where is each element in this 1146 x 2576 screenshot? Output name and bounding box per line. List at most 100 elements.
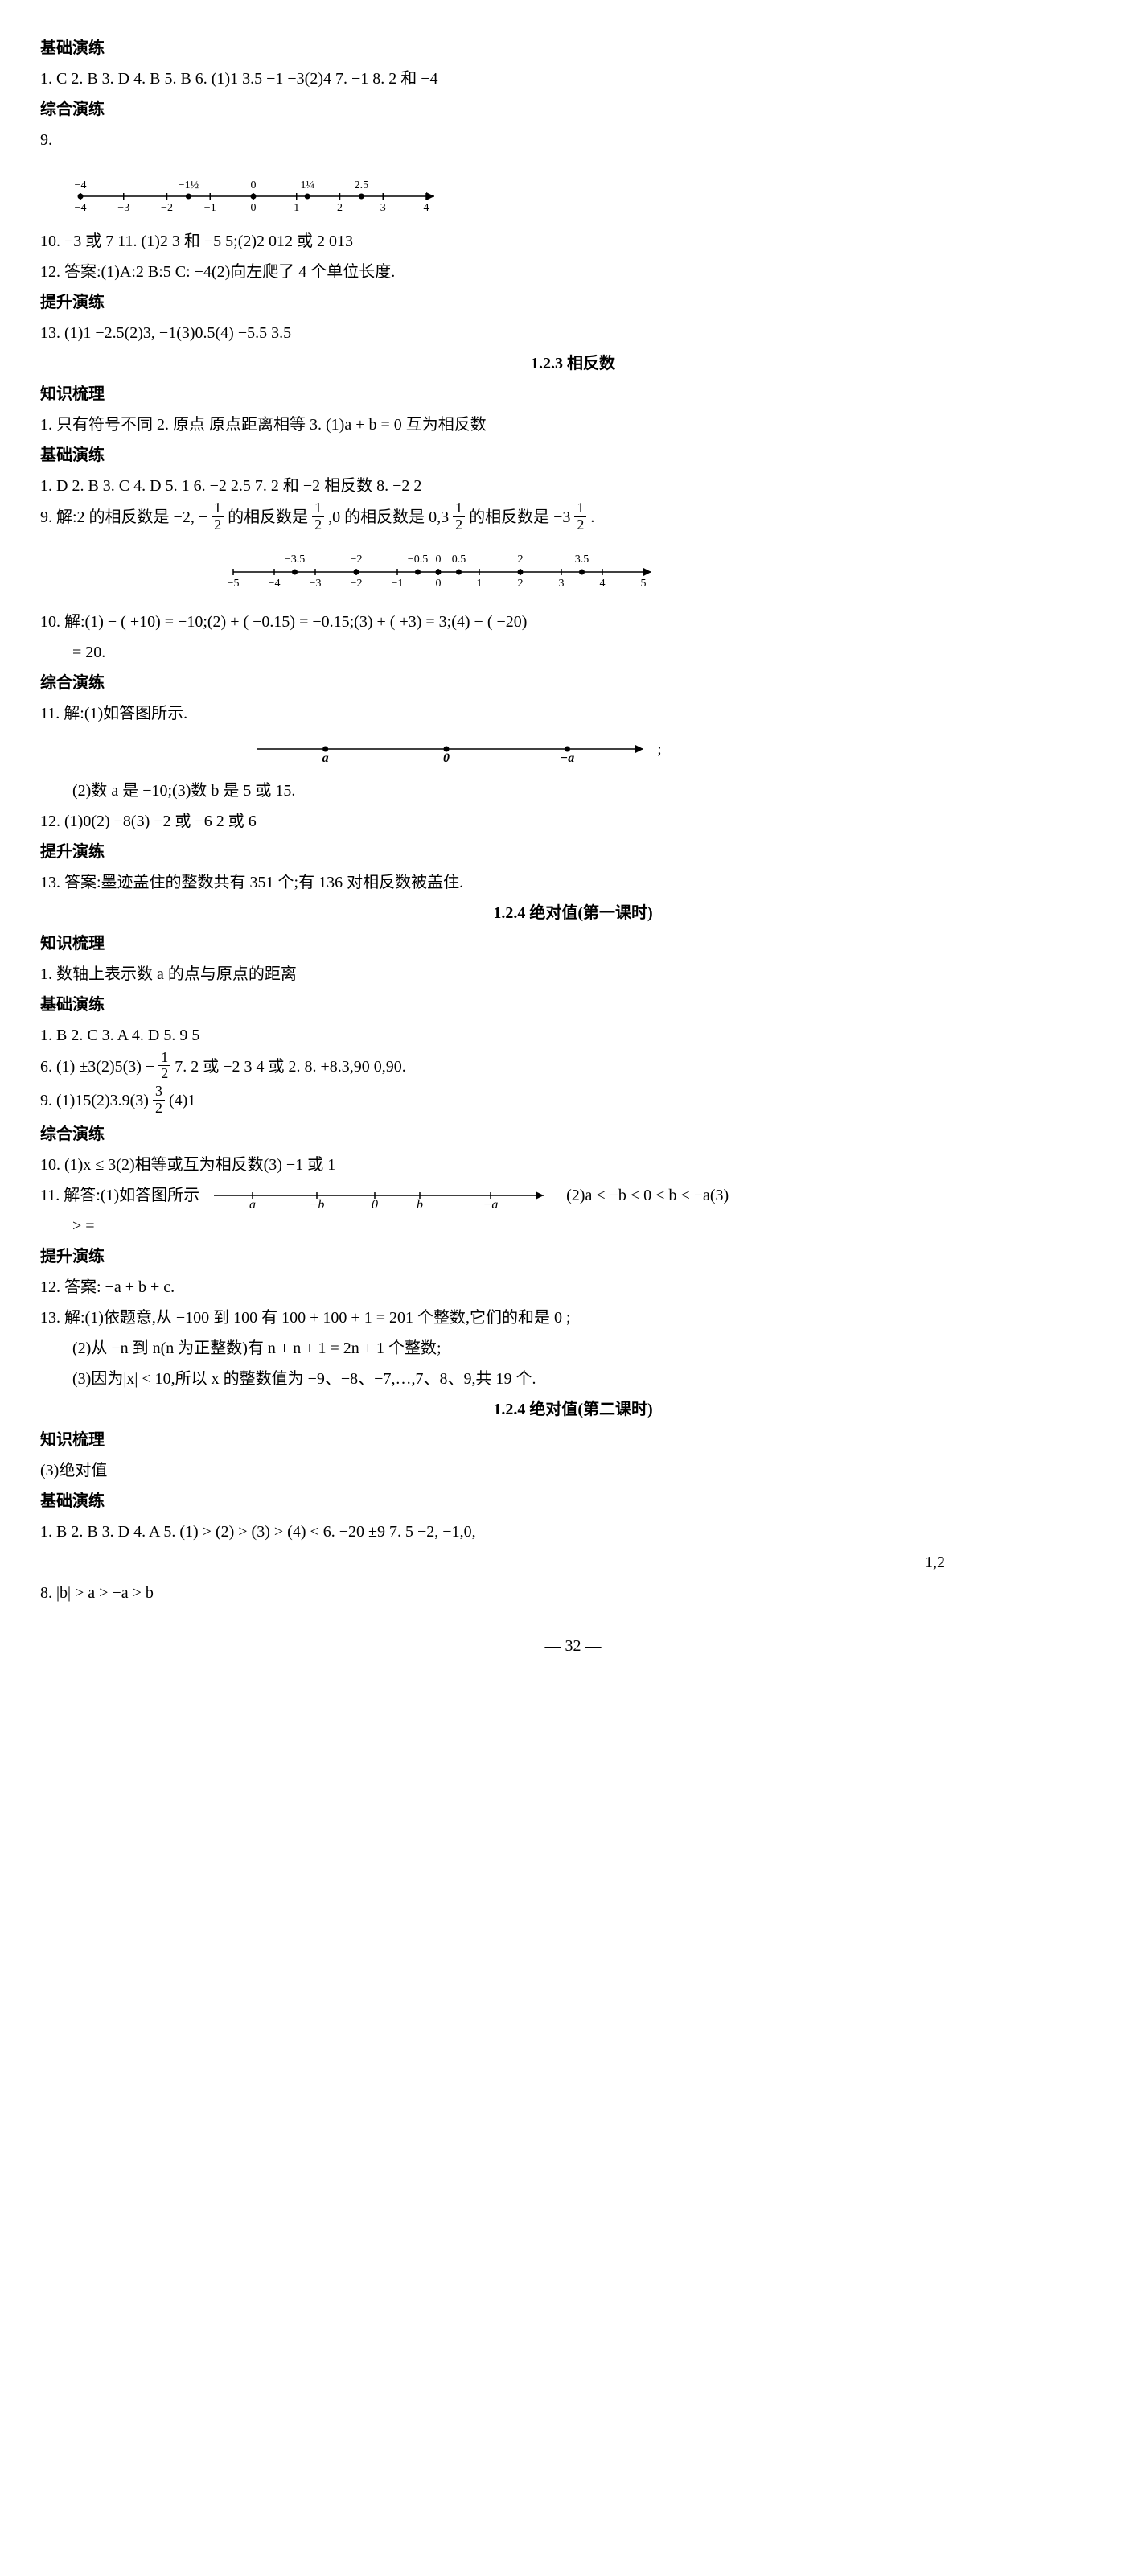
svg-text:;: ; bbox=[657, 741, 661, 757]
svg-text:1: 1 bbox=[294, 202, 299, 214]
s1-line13: 13. (1)1 −2.5(2)3, −1(3)0.5(4) −5.5 3.5 bbox=[40, 319, 1106, 348]
svg-text:3.5: 3.5 bbox=[575, 553, 589, 566]
s4-zs-line3: (3)绝对值 bbox=[40, 1456, 1106, 1485]
s4-line1b: 1,2 bbox=[40, 1548, 1106, 1577]
heading-basic-4: 基础演练 bbox=[40, 1487, 1106, 1516]
svg-text:−4: −4 bbox=[75, 202, 87, 214]
number-line-2: −5−4−3−2−1012345−3.5−2−0.500.523.5 bbox=[217, 538, 1106, 604]
s3-9-a: 9. (1)15(2)3.9(3) bbox=[40, 1092, 149, 1109]
s3-line12: 12. 答案: −a + b + c. bbox=[40, 1273, 1106, 1302]
s2-line13: 13. 答案:墨迹盖住的整数共有 351 个;有 136 对相反数被盖住. bbox=[40, 868, 1106, 897]
s3-line1: 1. B 2. C 3. A 4. D 5. 9 5 bbox=[40, 1021, 1106, 1050]
s2-q9: 9. 解:2 的相反数是 −2, − 12 的相反数是 12 ,0 的相反数是 … bbox=[40, 502, 1106, 535]
s2-line11: 11. 解:(1)如答图所示. bbox=[40, 699, 1106, 728]
svg-text:2.5: 2.5 bbox=[355, 179, 369, 191]
s3-line13c: (3)因为|x| < 10,所以 x 的整数值为 −9、−8、−7,…,7、8、… bbox=[40, 1364, 1106, 1393]
s3-11-a: 11. 解答:(1)如答图所示 bbox=[40, 1181, 199, 1210]
s2-zs-line1: 1. 只有符号不同 2. 原点 原点距离相等 3. (1)a + b = 0 互… bbox=[40, 410, 1106, 439]
s3-11-b: (2)a < −b < 0 < b < −a(3) bbox=[566, 1181, 729, 1210]
svg-text:−b: −b bbox=[310, 1198, 325, 1210]
svg-text:−3.5: −3.5 bbox=[285, 553, 305, 566]
s1-line10: 10. −3 或 7 11. (1)2 3 和 −5 5;(2)2 012 或 … bbox=[40, 227, 1106, 256]
svg-text:−3: −3 bbox=[117, 202, 129, 214]
s3-q9: 9. (1)15(2)3.9(3) 32 (4)1 bbox=[40, 1085, 1106, 1118]
s1-line12: 12. 答案:(1)A:2 B:5 C: −4(2)向左爬了 4 个单位长度. bbox=[40, 257, 1106, 286]
heading-advance-2: 提升演练 bbox=[40, 837, 1106, 866]
s1-q9: 9. bbox=[40, 126, 1106, 154]
svg-text:2: 2 bbox=[518, 553, 524, 566]
s1-line1: 1. C 2. B 3. D 4. B 5. B 6. (1)1 3.5 −1 … bbox=[40, 64, 1106, 93]
s2-line10b: = 20. bbox=[40, 638, 1106, 667]
heading-comprehensive-1: 综合演练 bbox=[40, 95, 1106, 124]
svg-text:−2: −2 bbox=[351, 553, 363, 566]
svg-text:0: 0 bbox=[251, 179, 257, 191]
svg-text:−1: −1 bbox=[204, 202, 216, 214]
s3-6-a: 6. (1) ±3(2)5(3) − bbox=[40, 1057, 154, 1075]
svg-text:0: 0 bbox=[436, 578, 442, 590]
svg-text:−a: −a bbox=[483, 1198, 499, 1210]
s2-9-d: 的相反数是 −3 bbox=[469, 508, 574, 526]
heading-comprehensive-2: 综合演练 bbox=[40, 669, 1106, 697]
heading-basic-3: 基础演练 bbox=[40, 990, 1106, 1019]
frac-1-2-b: 12 bbox=[312, 500, 324, 533]
s2-line12: 12. (1)0(2) −8(3) −2 或 −6 2 或 6 bbox=[40, 807, 1106, 836]
svg-text:−1½: −1½ bbox=[179, 179, 199, 191]
svg-text:−3: −3 bbox=[310, 578, 322, 590]
heading-basic-2: 基础演练 bbox=[40, 441, 1106, 470]
s3-6-b: 7. 2 或 −2 3 4 或 2. 8. +8.3,90 0,90. bbox=[175, 1057, 406, 1075]
heading-advance-3: 提升演练 bbox=[40, 1242, 1106, 1271]
s3-line13b: (2)从 −n 到 n(n 为正整数)有 n + n + 1 = 2n + 1 … bbox=[40, 1334, 1106, 1363]
s2-9-a: 9. 解:2 的相反数是 −2, − bbox=[40, 508, 207, 526]
svg-text:0: 0 bbox=[443, 751, 450, 763]
section-title-124a: 1.2.4 绝对值(第一课时) bbox=[40, 899, 1106, 928]
s2-9-b: 的相反数是 bbox=[228, 508, 308, 526]
s3-zs-line1: 1. 数轴上表示数 a 的点与原点的距离 bbox=[40, 960, 1106, 989]
s3-9-b: (4)1 bbox=[169, 1092, 195, 1109]
frac-1-2-d: 12 bbox=[574, 500, 586, 533]
svg-text:0: 0 bbox=[436, 553, 442, 566]
frac-1-2-a: 12 bbox=[212, 500, 224, 533]
svg-text:0.5: 0.5 bbox=[452, 553, 466, 566]
s3-q6: 6. (1) ±3(2)5(3) − 12 7. 2 或 −2 3 4 或 2.… bbox=[40, 1051, 1106, 1084]
s2-line11b: (2)数 a 是 −10;(3)数 b 是 5 或 15. bbox=[40, 776, 1106, 805]
svg-text:−2: −2 bbox=[161, 202, 173, 214]
heading-basic-1: 基础演练 bbox=[40, 34, 1106, 63]
svg-text:−0.5: −0.5 bbox=[408, 553, 428, 566]
s4-line1: 1. B 2. B 3. D 4. A 5. (1) > (2) > (3) >… bbox=[40, 1517, 1106, 1546]
heading-knowledge-3: 知识梳理 bbox=[40, 929, 1106, 958]
svg-text:−a: −a bbox=[561, 751, 575, 763]
s3-line11: 11. 解答:(1)如答图所示 a−b0b−a (2)a < −b < 0 < … bbox=[40, 1181, 1106, 1210]
svg-text:0: 0 bbox=[372, 1198, 378, 1210]
number-line-1: −4 −3 −2 −1 0 1 2 3 4 −4 −1½ 0 1¼ 2.5 bbox=[64, 158, 1106, 224]
svg-text:a: a bbox=[322, 751, 329, 763]
s3-line10: 10. (1)x ≤ 3(2)相等或互为相反数(3) −1 或 1 bbox=[40, 1150, 1106, 1179]
svg-text:−2: −2 bbox=[351, 578, 363, 590]
heading-knowledge-2: 知识梳理 bbox=[40, 380, 1106, 409]
svg-text:5: 5 bbox=[641, 578, 647, 590]
section-title-123: 1.2.3 相反数 bbox=[40, 349, 1106, 378]
svg-text:2: 2 bbox=[518, 578, 524, 590]
svg-text:3: 3 bbox=[380, 202, 386, 214]
frac-1-2-e: 12 bbox=[158, 1050, 170, 1083]
frac-3-2: 32 bbox=[153, 1084, 165, 1117]
svg-text:3: 3 bbox=[559, 578, 565, 590]
svg-text:−1: −1 bbox=[392, 578, 404, 590]
svg-text:0: 0 bbox=[251, 202, 257, 214]
page-number: — 32 — bbox=[40, 1632, 1106, 1660]
heading-comprehensive-3: 综合演练 bbox=[40, 1120, 1106, 1149]
svg-text:4: 4 bbox=[424, 202, 429, 214]
svg-text:1¼: 1¼ bbox=[300, 179, 314, 191]
svg-text:1: 1 bbox=[477, 578, 483, 590]
svg-text:b: b bbox=[417, 1198, 423, 1210]
section-title-124b: 1.2.4 绝对值(第二课时) bbox=[40, 1395, 1106, 1424]
s3-line13a: 13. 解:(1)依题意,从 −100 到 100 有 100 + 100 + … bbox=[40, 1303, 1106, 1332]
s3-line11c: > = bbox=[40, 1212, 1106, 1241]
frac-1-2-c: 12 bbox=[453, 500, 465, 533]
svg-text:4: 4 bbox=[600, 578, 606, 590]
s4-line8: 8. |b| > a > −a > b bbox=[40, 1578, 1106, 1607]
svg-text:2: 2 bbox=[337, 202, 343, 214]
s2-line1: 1. D 2. B 3. C 4. D 5. 1 6. −2 2.5 7. 2 … bbox=[40, 471, 1106, 500]
svg-text:−4: −4 bbox=[75, 179, 87, 191]
s2-line10: 10. 解:(1) − ( +10) = −10;(2) + ( −0.15) … bbox=[40, 607, 1106, 636]
heading-advance-1: 提升演练 bbox=[40, 288, 1106, 317]
